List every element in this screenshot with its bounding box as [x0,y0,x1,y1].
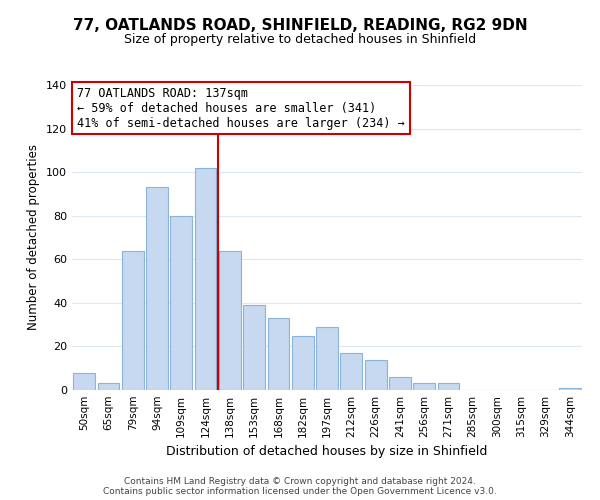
X-axis label: Distribution of detached houses by size in Shinfield: Distribution of detached houses by size … [166,446,488,458]
Bar [122,250,143,390]
Bar [292,336,314,390]
Text: Contains public sector information licensed under the Open Government Licence v3: Contains public sector information licen… [103,488,497,496]
Bar [316,327,338,390]
Bar [243,305,265,390]
Bar [268,318,289,390]
Bar [97,384,119,390]
Bar [146,188,168,390]
Bar [389,377,411,390]
Bar [413,384,435,390]
Y-axis label: Number of detached properties: Number of detached properties [28,144,40,330]
Bar [340,353,362,390]
Text: 77 OATLANDS ROAD: 137sqm
← 59% of detached houses are smaller (341)
41% of semi-: 77 OATLANDS ROAD: 137sqm ← 59% of detach… [77,86,405,130]
Text: Contains HM Land Registry data © Crown copyright and database right 2024.: Contains HM Land Registry data © Crown c… [124,478,476,486]
Bar [194,168,217,390]
Bar [365,360,386,390]
Bar [170,216,192,390]
Bar [437,384,460,390]
Bar [73,372,95,390]
Text: Size of property relative to detached houses in Shinfield: Size of property relative to detached ho… [124,32,476,46]
Text: 77, OATLANDS ROAD, SHINFIELD, READING, RG2 9DN: 77, OATLANDS ROAD, SHINFIELD, READING, R… [73,18,527,32]
Bar [219,250,241,390]
Bar [559,388,581,390]
